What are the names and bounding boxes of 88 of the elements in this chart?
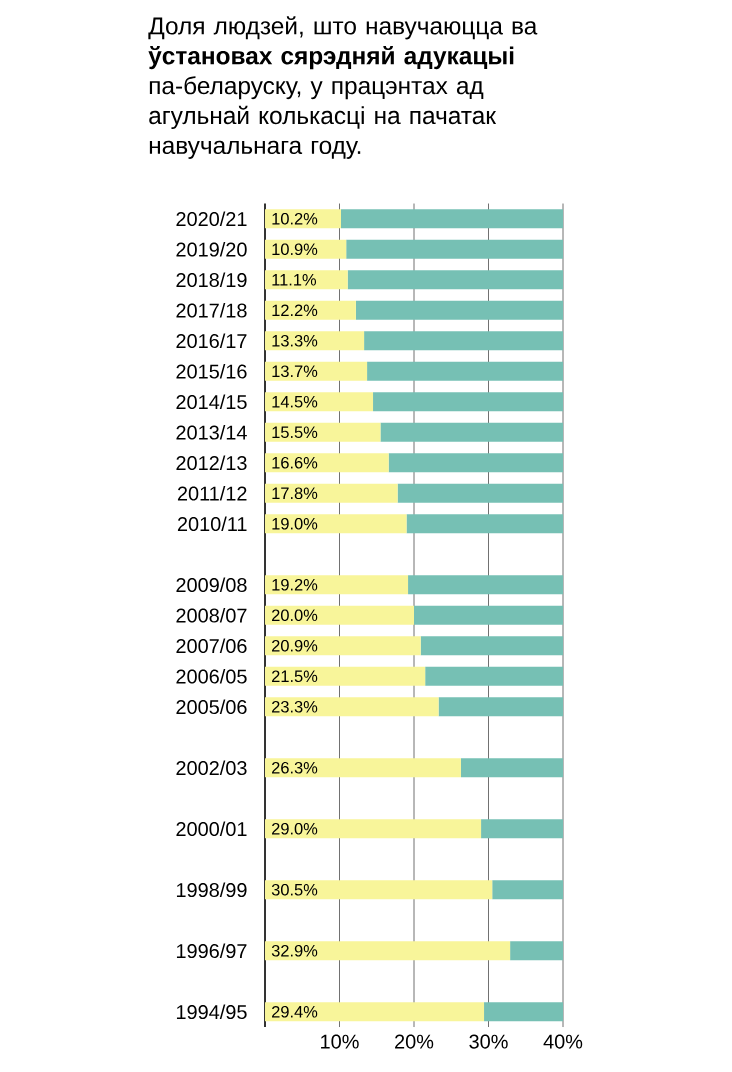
y-tick-label: 2000/01 [176,821,247,837]
bar [420,636,563,656]
bar [438,697,563,717]
data-label: 10.2% [272,212,318,225]
bar [414,605,563,625]
data-label: 15.5% [272,426,318,439]
data-label: 20.9% [272,639,318,652]
bar [265,636,421,656]
data-label: 12.2% [272,304,318,317]
bar [355,300,563,320]
y-tick-label: 2012/13 [176,455,247,471]
data-label: 13.7% [272,365,318,378]
bar [364,331,563,351]
bar [265,483,398,503]
bar [265,1002,485,1022]
y-tick-label: 2009/08 [176,577,247,593]
bar [265,209,341,229]
x-tick-label: 40% [543,1034,583,1049]
bar [265,941,511,961]
bar [397,483,563,503]
data-label: 26.3% [272,761,318,774]
bar [265,300,356,320]
data-label: 17.8% [272,487,318,500]
y-tick-label: 2005/06 [176,699,247,715]
y-tick-label: 2013/14 [176,424,247,440]
x-tick-label: 10% [321,1034,359,1049]
bar [425,666,563,686]
bar [388,453,563,473]
data-label: 19.2% [272,578,318,591]
y-tick-label: 2008/07 [176,607,247,623]
y-tick-label: 1996/97 [176,943,247,959]
data-label: 16.6% [272,456,318,469]
bar [346,239,563,259]
y-tick-label: 1994/95 [176,1004,247,1020]
bar [265,392,374,412]
y-tick-label: 2007/06 [176,638,247,654]
bar [340,209,563,229]
bar [265,422,381,442]
data-label: 10.9% [272,243,318,256]
bar [265,514,407,534]
bar [510,941,563,961]
bar [347,270,563,290]
bar [408,575,563,595]
bar [265,758,461,778]
x-tick-label: 30% [469,1034,508,1049]
bar [367,361,563,381]
y-tick-label: 2006/05 [176,668,247,684]
bar [265,361,368,381]
data-label: 32.9% [271,944,318,957]
bar [380,422,563,442]
bar [460,758,563,778]
y-tick-label: 2015/16 [176,363,247,379]
data-label: 13.3% [272,334,318,347]
bar [265,331,365,351]
y-tick-label: 1998/99 [176,882,247,898]
bar [265,819,482,839]
y-tick-label: 2017/18 [176,302,247,318]
y-tick-label: 2014/15 [176,394,247,410]
data-label: 30.5% [271,883,318,896]
data-label: 29.4% [272,1005,318,1018]
data-label: 21.5% [272,670,318,683]
bar [406,514,563,534]
data-label: 11.1% [272,274,317,286]
bar [265,575,409,595]
y-tick-label: 2020/21 [176,211,247,227]
chart-title: Доля людзей, што навучаюцца ва ўстановах сярэдняй адукацыі па-беларуску, у працэнтах ад агульнай колькасці на пачатак навучальнага году. [148,16,538,159]
data-label: 23.3% [272,700,318,713]
y-tick-label: 2010/11 [177,516,247,532]
bar [265,453,389,473]
y-tick-label: 2002/03 [176,760,247,776]
y-tick-label: 2018/19 [176,272,247,288]
bar [481,819,563,839]
bar [373,392,563,412]
data-label: 29.0% [272,822,318,835]
data-label: 19.0% [272,517,318,530]
bar [265,605,414,625]
bar [265,697,439,717]
y-tick-label: 2019/20 [176,241,247,257]
bar [265,270,348,290]
bar [265,666,426,686]
data-label: 20.0% [272,609,318,622]
bar [265,880,493,900]
x-tick-label: 20% [395,1034,434,1049]
y-tick-label: 2016/17 [176,333,247,349]
bar [484,1002,563,1022]
y-tick-label: 2011/12 [177,485,247,501]
data-label: 14.5% [272,395,318,408]
bar [492,880,563,900]
